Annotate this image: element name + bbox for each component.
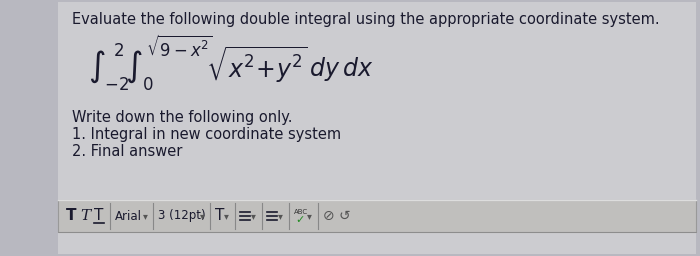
Text: 3 (12pt): 3 (12pt) — [158, 209, 206, 222]
Text: ▾: ▾ — [278, 211, 283, 221]
Text: 2. Final answer: 2. Final answer — [72, 144, 183, 159]
Text: ▾: ▾ — [200, 211, 205, 221]
Text: T: T — [94, 208, 104, 222]
Text: T: T — [215, 208, 225, 223]
Text: ▾: ▾ — [307, 211, 312, 221]
Text: ⊘: ⊘ — [323, 209, 335, 223]
Text: Evaluate the following double integral using the appropriate coordinate system.: Evaluate the following double integral u… — [72, 12, 659, 27]
Text: ▾: ▾ — [143, 211, 148, 221]
Text: T: T — [66, 208, 76, 223]
Text: T: T — [80, 209, 90, 223]
Text: 1. Integral in new coordinate system: 1. Integral in new coordinate system — [72, 127, 341, 142]
Text: ▾: ▾ — [224, 211, 229, 221]
Text: ABC: ABC — [294, 209, 308, 215]
Text: Arial: Arial — [115, 209, 142, 222]
FancyBboxPatch shape — [58, 200, 696, 232]
Text: ✓: ✓ — [295, 215, 304, 225]
Text: ↺: ↺ — [339, 209, 351, 223]
Text: $\int_{-2}^{\ 2}\!\int_{0}^{\sqrt{9-x^2}}\!\sqrt{x^2\!+\!y^2}\,dy\,dx$: $\int_{-2}^{\ 2}\!\int_{0}^{\sqrt{9-x^2}… — [88, 34, 374, 93]
Text: ▾: ▾ — [251, 211, 256, 221]
Text: Write down the following only.: Write down the following only. — [72, 110, 293, 125]
FancyBboxPatch shape — [58, 2, 696, 254]
